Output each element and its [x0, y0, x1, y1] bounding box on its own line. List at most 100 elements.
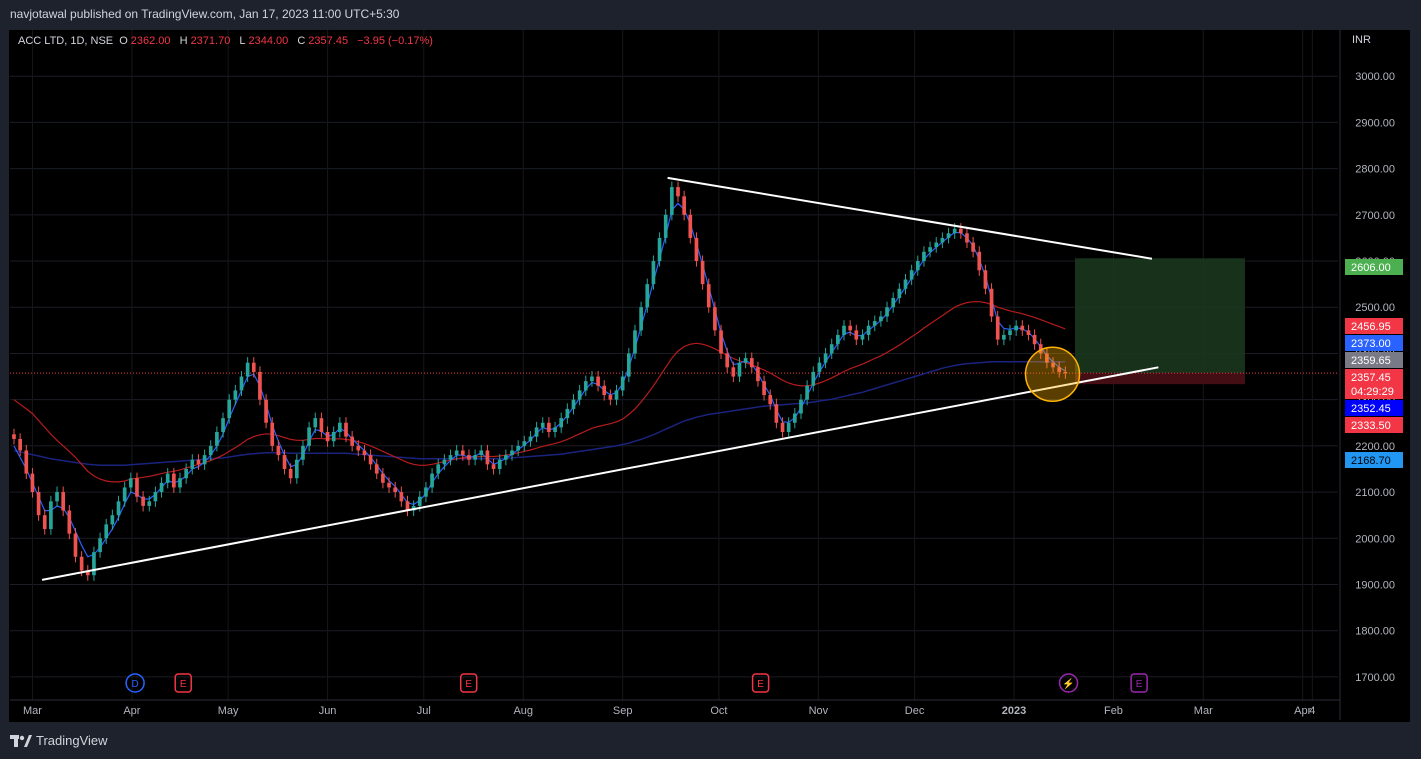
candle-body — [491, 464, 496, 469]
candle-body — [393, 487, 398, 493]
trendline — [667, 176, 1153, 260]
candle-body — [756, 367, 760, 382]
price-label-text: 2373.00 — [1351, 338, 1391, 350]
price-tick-label: 1800.00 — [1355, 626, 1395, 638]
event-marker — [459, 673, 478, 693]
candle-body — [590, 376, 594, 382]
candle-body — [792, 413, 797, 423]
candle-body — [215, 432, 219, 446]
candle-body — [270, 422, 275, 446]
candle-body — [362, 450, 367, 456]
candle-body — [860, 334, 865, 340]
event-marker-label: D — [131, 679, 138, 690]
candle-body — [866, 325, 871, 335]
candles — [12, 181, 1068, 581]
price-tick-label: 2800.00 — [1355, 164, 1395, 176]
candle-body — [1057, 367, 1062, 372]
candle-body — [36, 492, 41, 516]
symbol-name: ACC LTD, 1D, NSE — [18, 35, 114, 47]
candle-body — [485, 450, 490, 465]
candle-body — [92, 552, 96, 576]
brand-name: TradingView — [36, 733, 108, 748]
candle-body — [516, 445, 520, 451]
candle-body — [454, 450, 459, 456]
time-tick-label: 2023 — [1002, 705, 1026, 717]
candle-body — [639, 307, 643, 331]
price-label-box — [1345, 452, 1403, 468]
tradingview-logo[interactable]: TradingView — [10, 733, 108, 748]
time-tick-label: Apr — [1294, 705, 1311, 717]
candle-body — [122, 487, 127, 502]
event-marker-label: E — [757, 679, 764, 690]
time-tick-label: Apr — [123, 705, 140, 717]
candle-body — [245, 362, 250, 377]
candle-body — [294, 459, 299, 479]
candle-body — [85, 570, 90, 576]
candle-body — [909, 270, 914, 280]
candle-body — [885, 307, 889, 317]
candle-body — [983, 270, 988, 289]
candle-body — [651, 261, 656, 285]
high-label: H — [179, 35, 188, 47]
change-value: −3.95 (−0.17%) — [357, 35, 433, 47]
candle-body — [620, 376, 625, 391]
candle-body — [61, 492, 66, 511]
price-tick-label: 2900.00 — [1355, 117, 1395, 129]
candle-body — [553, 427, 557, 432]
event-marker-label: E — [465, 679, 472, 690]
low-value: 2344.00 — [248, 35, 289, 47]
price-tick-label: 2700.00 — [1355, 210, 1395, 222]
price-tick-label: 1900.00 — [1355, 579, 1395, 591]
open-value: 2362.00 — [130, 35, 171, 47]
event-marker — [125, 673, 145, 693]
candle-body — [233, 390, 238, 400]
candle-body — [682, 196, 686, 215]
candle-body — [356, 445, 361, 451]
candle-body — [1020, 325, 1025, 331]
candle-body — [922, 251, 926, 262]
candle-body — [338, 422, 342, 432]
time-tick-label: Mar — [23, 705, 42, 717]
price-label-box — [1345, 400, 1403, 416]
event-marker-label: E — [180, 679, 187, 690]
candle-body — [989, 288, 994, 317]
candle-body — [534, 427, 539, 437]
event-markers: D E E E ⚡ E — [125, 673, 1148, 693]
candle-body — [823, 353, 828, 363]
candle-body — [749, 358, 754, 368]
candle-body — [190, 459, 195, 469]
currency-label[interactable]: INR — [1352, 34, 1371, 46]
price-labels: 2606.00 2456.95 2373.00 2359.65 2357.45 04:29… — [1345, 259, 1403, 468]
candle-body — [583, 381, 588, 391]
candle-body — [995, 316, 1000, 340]
time-tick-label: Mar — [1194, 705, 1213, 717]
candle-body — [55, 492, 59, 502]
candle-body — [1008, 330, 1012, 335]
price-tick-label: 2100.00 — [1355, 487, 1395, 499]
price-label-box — [1345, 259, 1403, 275]
trendline — [41, 366, 1159, 581]
candle-body — [688, 214, 693, 238]
candle-body — [448, 455, 453, 460]
time-tick-label: Nov — [809, 705, 829, 717]
price-tick-label: 1700.00 — [1355, 672, 1395, 684]
time-tick-label: Feb — [1104, 705, 1123, 717]
candle-body — [879, 316, 883, 322]
candle-body — [805, 385, 809, 400]
candle-body — [768, 395, 773, 405]
candle-body — [368, 455, 373, 465]
candle-body — [958, 228, 963, 234]
candle-body — [251, 362, 256, 372]
time-tick-label: Oct — [710, 705, 727, 717]
candle-body — [98, 538, 102, 553]
moving-averages — [13, 202, 1066, 558]
candle-body — [196, 459, 201, 465]
candle-body — [571, 399, 576, 409]
candle-body — [67, 510, 72, 534]
candle-body — [479, 450, 484, 456]
candle-body — [940, 237, 945, 243]
candle-body — [116, 501, 121, 516]
candle-body — [633, 330, 637, 354]
time-axis: Mar Apr May Jun Jul Aug Sep Oct Nov Dec 2023 Feb Mar… — [10, 699, 1340, 717]
